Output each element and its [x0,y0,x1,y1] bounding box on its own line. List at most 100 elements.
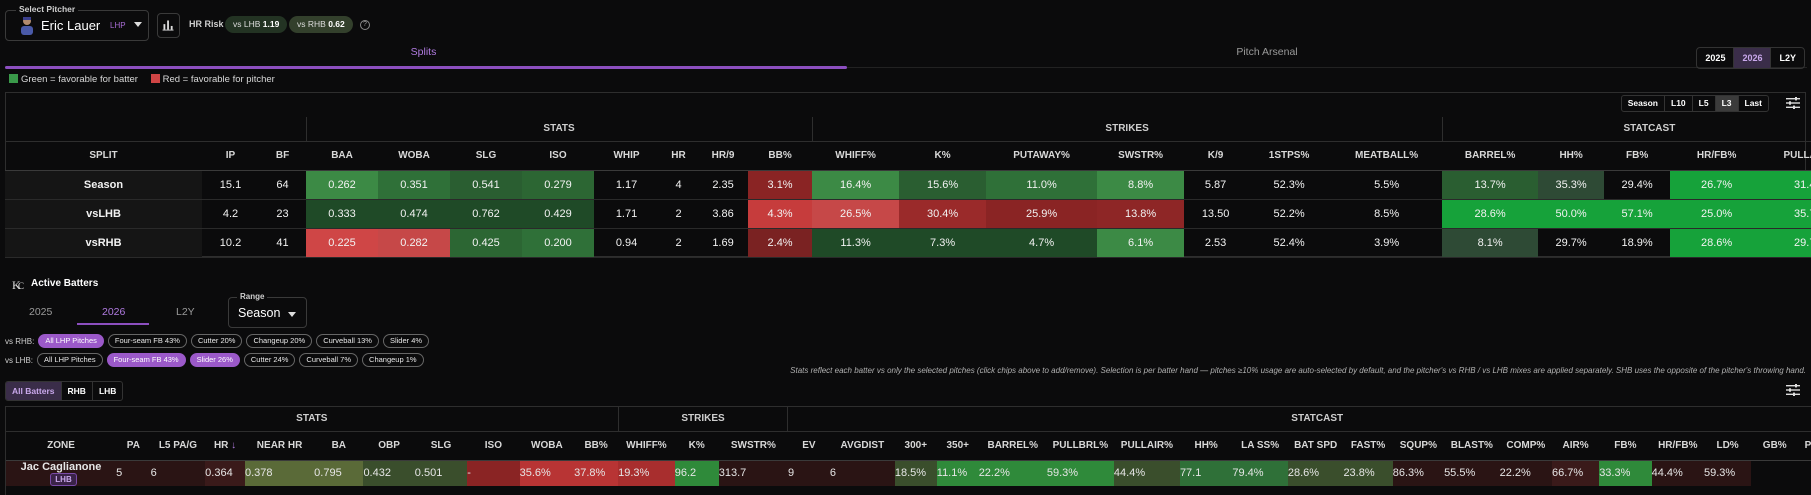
splits-col-whip[interactable]: WHIP [594,141,660,171]
batters-col-hr[interactable]: HR ↓ [205,431,245,461]
batters-tab-l2y[interactable]: L2Y [176,306,195,318]
filter-rhb[interactable]: RHB [62,382,93,400]
batters-col-ba[interactable]: BA [314,431,364,461]
table-row[interactable]: vsRHB 10.2 41 0.225 0.282 0.425 0.200 0.94 2 1.69… [5,228,1811,258]
splits-col-slg[interactable]: SLG [450,141,523,171]
batters-col-iso[interactable]: ISO [467,431,520,461]
batters-col-pull[interactable]: PULL% [1798,431,1811,461]
batters-tab-2026[interactable]: 2026 [102,306,126,318]
splits-col-1stps[interactable]: 1STPS% [1247,141,1332,171]
tab-pitch-arsenal[interactable]: Pitch Arsenal [1236,46,1298,58]
pitcher-select[interactable]: Select Pitcher Eric Lauer LHP [5,4,149,41]
batters-col-ld[interactable]: LD% [1704,431,1752,461]
batters-table-container[interactable]: STATS STRIKES STATCAST ZONE PA L5 PA/G HR ↓… [5,406,1811,495]
splits-col-k-9[interactable]: K/9 [1184,141,1248,171]
lhb-chip-all-lhp-pitches[interactable]: All LHP Pitches [37,353,103,367]
rhb-chip-slider-4[interactable]: Slider 4% [382,334,430,348]
batters-col-woba[interactable]: WOBA [519,431,575,461]
lhb-chip-curveball-7[interactable]: Curveball 7% [299,353,359,367]
chart-button[interactable] [157,13,180,38]
rhb-chip-all-lhp-pitches[interactable]: All LHP Pitches [38,334,104,348]
batters-col-swstr[interactable]: SWSTR% [718,431,788,461]
range-option-l3[interactable]: L3 [1715,96,1739,111]
batters-col-gb[interactable]: GB% [1751,431,1799,461]
batters-col-350[interactable]: 350+ [936,431,979,461]
settings-sliders-icon[interactable] [1786,384,1800,396]
batters-col-avgdist[interactable]: AVGDIST [829,431,895,461]
table-cell: 0.541 [450,170,523,200]
tab-splits[interactable]: Splits [410,46,437,58]
splits-col-hh[interactable]: HH% [1538,141,1605,171]
table-row[interactable]: Season 15.1 64 0.262 0.351 0.541 0.279 1.17 4 2.3… [5,170,1811,200]
splits-col-ip[interactable]: IP [202,141,259,171]
lhb-chip-cutter-24[interactable]: Cutter 24% [243,353,296,367]
batters-col-pa[interactable]: PA [116,431,151,461]
rhb-chip-cutter-20[interactable]: Cutter 20% [190,334,243,348]
table-row[interactable]: Jac CaglianoneLHB 5 6 0.364 0.378 0.795 0.432 0… [6,460,1811,486]
batter-name[interactable]: Jac Caglianone [20,460,102,473]
range-option-l10[interactable]: L10 [1665,96,1693,111]
batters-col-obp[interactable]: OBP [363,431,415,461]
year-option-l2y[interactable]: L2Y [1779,53,1796,63]
batters-col-bat-spd[interactable]: BAT SPD [1287,431,1344,461]
filter-lhb[interactable]: LHB [98,386,117,396]
range-option-season[interactable]: Season [1622,96,1666,111]
range-option-last[interactable]: Last [1744,98,1762,108]
splits-col-whiff[interactable]: WHIFF% [812,141,900,171]
splits-col-pullair[interactable]: PULLAIR% [1763,141,1811,171]
batters-col-fast[interactable]: FAST% [1343,431,1393,461]
batters-col-l5-pa-g[interactable]: L5 PA/G [150,431,206,461]
splits-col-bb[interactable]: BB% [748,141,813,171]
splits-col-k[interactable]: K% [899,141,987,171]
batters-col-pullbrl[interactable]: PULLBRL% [1046,431,1114,461]
lhb-chip-four-seam-fb-43[interactable]: Four-seam FB 43% [106,353,186,367]
filter-all-batters[interactable]: All Batters [6,382,62,400]
table-cell: 6 [150,460,206,486]
batters-col-barrel[interactable]: BARREL% [978,431,1047,461]
batters-tab-2025[interactable]: 2025 [29,306,53,318]
batters-range-select[interactable]: Range Season [228,292,307,328]
rhb-chip-curveball-13[interactable]: Curveball 13% [316,334,379,348]
batter-name-cell[interactable]: Jac CaglianoneLHB [6,460,117,486]
rhb-chip-four-seam-fb-43[interactable]: Four-seam FB 43% [107,334,187,348]
splits-col-meatball[interactable]: MEATBALL% [1331,141,1443,171]
batters-col-hh[interactable]: HH% [1179,431,1233,461]
batters-col-pullair[interactable]: PULLAIR% [1113,431,1180,461]
batters-col-squp[interactable]: SQUP% [1392,431,1445,461]
batters-col-whiff[interactable]: WHIFF% [618,431,675,461]
lhb-chip-slider-26[interactable]: Slider 26% [189,353,240,367]
splits-col-fb[interactable]: FB% [1604,141,1671,171]
splits-col-hr[interactable]: HR [659,141,699,171]
splits-col-iso[interactable]: ISO [522,141,595,171]
rhb-chip-changeup-20[interactable]: Changeup 20% [246,334,313,348]
splits-col-hr-9[interactable]: HR/9 [698,141,749,171]
batters-col-hr-fb[interactable]: HR/FB% [1651,431,1704,461]
batters-col-air[interactable]: AIR% [1552,431,1600,461]
batters-col-near-hr[interactable]: NEAR HR [244,431,315,461]
batters-col-la-ss[interactable]: LA SS% [1232,431,1288,461]
batters-col-comp[interactable]: COMP% [1499,431,1553,461]
splits-col-split[interactable]: SPLIT [5,141,202,171]
batters-col-ev[interactable]: EV [787,431,830,461]
batters-col-bb[interactable]: BB% [574,431,619,461]
batters-col-zone[interactable]: ZONE [6,431,117,461]
batters-col-k[interactable]: K% [674,431,719,461]
lhb-chip-changeup-1[interactable]: Changeup 1% [362,353,424,367]
table-row[interactable]: vsLHB 4.2 23 0.333 0.474 0.762 0.429 1.71 2 3.86 4… [5,199,1811,229]
batters-col-blast[interactable]: BLAST% [1444,431,1500,461]
batters-col-300[interactable]: 300+ [894,431,937,461]
splits-col-putaway[interactable]: PUTAWAY% [986,141,1098,171]
splits-col-hr-fb[interactable]: HR/FB% [1670,141,1764,171]
splits-col-bf[interactable]: BF [259,141,307,171]
range-option-l5[interactable]: L5 [1693,96,1716,111]
splits-col-barrel[interactable]: BARREL% [1442,141,1539,171]
batters-col-slg[interactable]: SLG [414,431,468,461]
settings-sliders-icon[interactable] [1786,97,1800,109]
year-option-2025[interactable]: 2025 [1697,48,1735,68]
splits-col-baa[interactable]: BAA [306,141,379,171]
splits-col-woba[interactable]: WOBA [378,141,451,171]
year-option-2026[interactable]: 2026 [1734,48,1772,68]
batters-col-fb[interactable]: FB% [1599,431,1652,461]
help-icon[interactable]: ? [360,20,370,30]
splits-col-swstr[interactable]: SWSTR% [1097,141,1185,171]
